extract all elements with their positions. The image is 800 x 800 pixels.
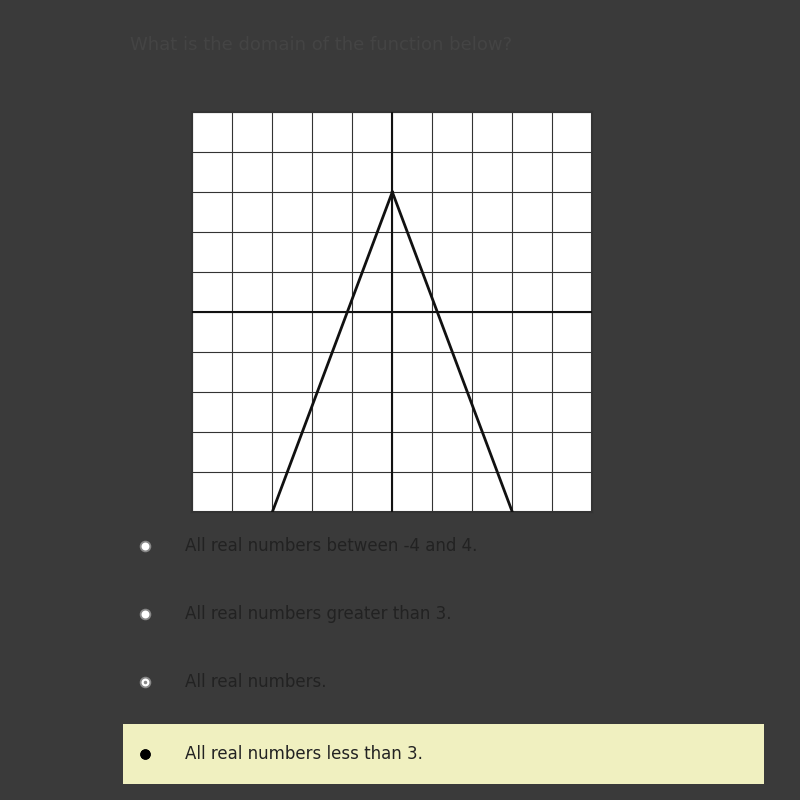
Text: All real numbers less than 3.: All real numbers less than 3. (185, 745, 422, 762)
Text: All real numbers between -4 and 4.: All real numbers between -4 and 4. (185, 537, 478, 554)
Text: All real numbers.: All real numbers. (185, 673, 326, 690)
Text: All real numbers greater than 3.: All real numbers greater than 3. (185, 605, 451, 622)
FancyBboxPatch shape (123, 724, 763, 784)
Text: What is the domain of the function below?: What is the domain of the function below… (130, 36, 512, 54)
